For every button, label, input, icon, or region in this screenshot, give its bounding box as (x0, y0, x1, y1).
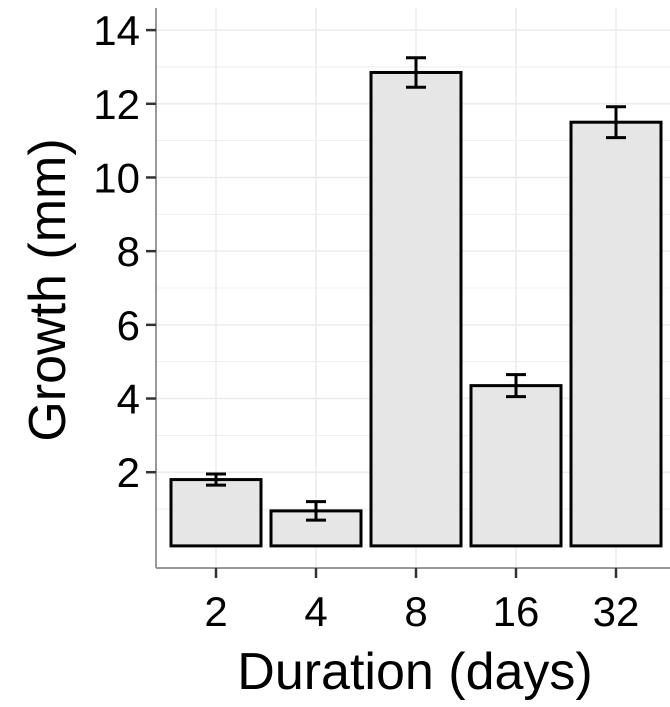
axes (155, 8, 670, 569)
bar-32 (569, 120, 663, 548)
x-axis-label: Duration (days) (237, 643, 592, 701)
y-tick-label: 4 (117, 376, 140, 423)
bar-16 (469, 384, 563, 548)
y-tick-label: 8 (117, 228, 140, 275)
x-tick-label: 8 (404, 588, 427, 635)
error-bar-4 (306, 500, 326, 522)
x-tick-label: 32 (593, 588, 640, 635)
x-tick-labels: 2 4 8 16 32 (204, 568, 639, 635)
bar-2 (169, 478, 263, 548)
bars (169, 70, 663, 548)
x-tick-label: 2 (204, 588, 227, 635)
y-tick-label: 2 (117, 449, 140, 496)
error-bar-8 (406, 56, 426, 89)
bar-8 (369, 70, 463, 548)
y-tick-label: 14 (93, 7, 140, 54)
error-bar-16 (506, 373, 526, 399)
y-tick-label: 10 (93, 154, 140, 201)
error-bar-2 (206, 472, 226, 487)
error-bar-32 (606, 105, 626, 140)
x-tick-label: 16 (493, 588, 540, 635)
error-bars (206, 56, 626, 522)
y-tick-label: 6 (117, 302, 140, 349)
y-tick-labels: 2 4 6 8 10 12 14 (93, 7, 156, 496)
x-tick-label: 4 (304, 588, 327, 635)
y-axis-label: Growth (mm) (19, 138, 77, 441)
y-tick-label: 12 (93, 81, 140, 128)
